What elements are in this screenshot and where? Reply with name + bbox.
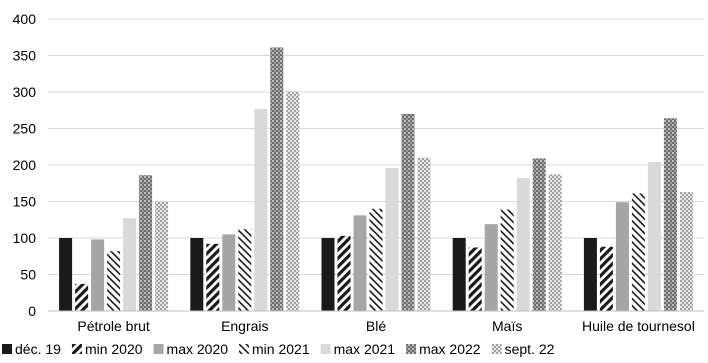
bar [615,202,629,311]
legend-entry: sept. 22 [491,341,555,357]
y-tick-label: 150 [13,194,37,210]
bar [548,174,562,311]
bar [190,238,204,311]
y-tick-label: 200 [13,157,37,173]
bar [286,91,300,312]
x-tick-label: Huile de tournesol [582,318,695,334]
bar [679,192,693,311]
x-tick-label: Pétrole brut [77,318,149,334]
legend-entry: max 2022 [406,341,481,357]
bar [369,208,383,311]
bar [631,193,645,311]
legend-swatch [491,344,502,354]
y-tick-label: 50 [20,267,36,283]
y-tick-label: 300 [13,84,37,100]
bar [647,162,661,311]
category-labels: Pétrole brut Engrais Blé Maïs Huile de tourn… [77,318,694,334]
bar [385,167,399,311]
bar [417,157,431,311]
legend-swatch [2,344,12,354]
legend-label: max 2020 [167,341,229,357]
bar [516,178,530,311]
legend-swatch [71,344,82,354]
y-tick-label: 400 [13,11,37,27]
legend-entry: max 2020 [153,341,229,357]
bar [353,215,367,311]
bar [452,238,466,311]
legend-swatch [406,344,417,354]
bar [123,218,137,311]
bar [206,243,220,311]
legend-swatch [320,344,331,354]
legend: déc. 19 min 2020 max 2020 min 2021 max 2021 m… [2,341,555,357]
legend-label: max 2021 [334,341,396,357]
bar [401,113,415,312]
bar [337,235,351,311]
bar [155,201,169,311]
y-axis-ticks: 0 50 100 150 200 250 300 350 400 [13,11,37,319]
bars [59,47,693,312]
y-tick-label: 0 [28,303,36,319]
y-tick-label: 350 [13,48,37,64]
bar [468,247,482,311]
x-tick-label: Blé [366,318,386,334]
legend-entry: déc. 19 [2,341,61,357]
legend-label: min 2021 [252,341,310,357]
legend-swatch [153,344,164,354]
bar [254,108,268,311]
x-tick-label: Maïs [492,318,522,334]
y-tick-label: 250 [13,121,37,137]
bar [222,234,236,311]
legend-label: max 2022 [419,341,481,357]
legend-swatch [239,344,250,354]
legend-label: sept. 22 [505,341,555,357]
bar [238,229,252,311]
bar [139,175,153,311]
legend-entry: min 2021 [239,341,310,357]
bar [59,238,73,311]
bar [107,251,121,311]
y-tick-label: 100 [13,230,37,246]
bar [75,283,89,311]
legend-label: min 2020 [85,341,143,357]
legend-entry: max 2021 [320,341,396,357]
bar [270,47,284,311]
bar [663,118,677,311]
bar [500,209,514,311]
legend-entry: min 2020 [71,341,143,357]
bar [484,224,498,311]
x-tick-label: Engrais [221,318,268,334]
bar [532,158,546,311]
legend-label: déc. 19 [15,341,61,357]
bar [599,246,613,311]
bar [91,239,105,311]
bar [321,238,335,311]
bar [583,238,597,311]
